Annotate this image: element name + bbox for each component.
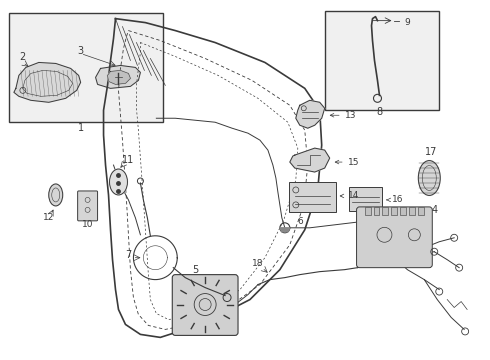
Text: 1: 1 <box>77 123 84 133</box>
Text: 17: 17 <box>425 147 438 157</box>
FancyBboxPatch shape <box>9 13 163 122</box>
Polygon shape <box>280 228 290 232</box>
Text: 3: 3 <box>77 45 84 55</box>
Text: 16: 16 <box>387 195 404 204</box>
Text: 11: 11 <box>122 155 135 165</box>
Text: 8: 8 <box>376 107 383 117</box>
Polygon shape <box>107 71 130 84</box>
Text: 14: 14 <box>340 192 359 201</box>
Text: 15: 15 <box>335 158 359 167</box>
FancyBboxPatch shape <box>172 275 238 336</box>
Text: 5: 5 <box>192 265 198 275</box>
FancyBboxPatch shape <box>348 187 383 211</box>
FancyBboxPatch shape <box>289 182 336 212</box>
Ellipse shape <box>418 161 440 195</box>
Ellipse shape <box>110 169 127 195</box>
FancyBboxPatch shape <box>392 207 397 215</box>
FancyBboxPatch shape <box>400 207 406 215</box>
FancyBboxPatch shape <box>409 207 416 215</box>
Polygon shape <box>96 66 141 88</box>
Text: 7: 7 <box>125 250 132 260</box>
FancyBboxPatch shape <box>365 207 370 215</box>
FancyBboxPatch shape <box>357 207 432 268</box>
FancyBboxPatch shape <box>77 191 98 221</box>
Text: 18: 18 <box>252 259 264 268</box>
Text: 9: 9 <box>405 18 410 27</box>
Text: 13: 13 <box>330 111 356 120</box>
Polygon shape <box>290 148 330 172</box>
Text: 6: 6 <box>297 217 303 226</box>
Text: 12: 12 <box>43 213 54 222</box>
Polygon shape <box>296 100 325 128</box>
FancyBboxPatch shape <box>325 11 439 110</box>
Text: 2: 2 <box>20 53 26 63</box>
FancyBboxPatch shape <box>383 207 389 215</box>
Text: 10: 10 <box>82 220 94 229</box>
Text: 4: 4 <box>431 205 438 215</box>
FancyBboxPatch shape <box>373 207 379 215</box>
Polygon shape <box>14 62 81 102</box>
Ellipse shape <box>49 184 63 206</box>
FancyBboxPatch shape <box>418 207 424 215</box>
